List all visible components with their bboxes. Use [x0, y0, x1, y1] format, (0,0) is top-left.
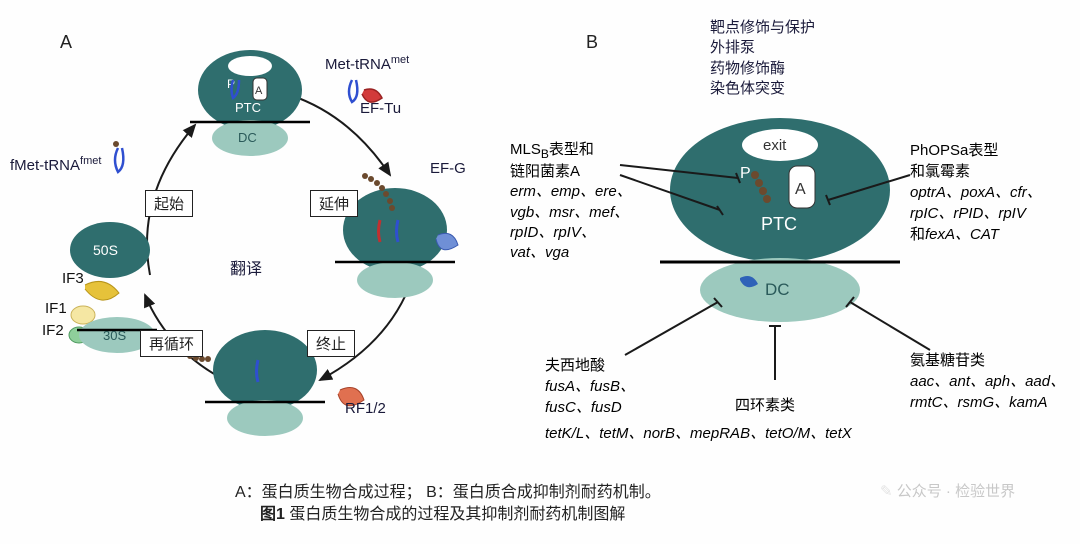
ef-tu-label: EF-Tu [360, 100, 401, 117]
phopsa-genes-3: 和fexA、CAT [910, 224, 1042, 245]
mls-title: MLSB表型和 [510, 140, 632, 162]
svg-text:50S: 50S [93, 242, 118, 258]
svg-text:DC: DC [238, 130, 257, 145]
mls-genes-2: vgb、msr、mef、 [510, 203, 632, 223]
amino-block: 氨基糖苷类 aac、ant、aph、aad、 rmtC、rsmG、kamA [910, 350, 1065, 413]
if1-label: IF1 [45, 300, 67, 317]
svg-text:PTC: PTC [235, 100, 261, 115]
svg-text:exit: exit [763, 137, 787, 154]
svg-text:30S: 30S [103, 328, 126, 343]
watermark: ✎ 公众号 · 检验世界 [880, 480, 1015, 501]
fusidic-title: 夫西地酸 [545, 355, 635, 376]
mls-genes-1: erm、emp、ere、 [510, 182, 632, 202]
stage-elong-box: 延伸 [310, 190, 358, 217]
phopsa-genes-2: rpIC、rPID、rpIV [910, 203, 1042, 224]
mls-title2: 链阳菌素A [510, 162, 632, 182]
mech-1: 靶点修饰与保护 [710, 18, 815, 38]
stage-init-box: 起始 [145, 190, 193, 217]
svg-text:A: A [255, 85, 263, 97]
amino-genes-1: aac、ant、aph、aad、 [910, 371, 1065, 392]
caption-fig: 图1 蛋白质生物合成的过程及其抑制剂耐药机制图解 [260, 500, 625, 524]
caption-line-a: A：蛋白质生物合成过程； B：蛋白质合成抑制剂耐药机制。 [235, 478, 661, 502]
fusidic-block: 夫西地酸 fusA、fusB、 fusC、fusD [545, 355, 635, 418]
amino-genes-2: rmtC、rsmG、kamA [910, 392, 1065, 413]
rf-label: RF1/2 [345, 400, 386, 417]
svg-text:A: A [795, 181, 806, 198]
svg-text:exit: exit [235, 63, 252, 75]
met-trna-label: Met-tRNAmet [325, 54, 409, 73]
amino-title: 氨基糖苷类 [910, 350, 1065, 371]
ef-g-label: EF-G [430, 160, 466, 177]
mls-block: MLSB表型和 链阳菌素A erm、emp、ere、 vgb、msr、mef、 … [510, 140, 632, 263]
mls-genes-4: vat、vga [510, 243, 632, 263]
panel-b-letter: B [586, 32, 598, 53]
stage-term-box: 终止 [307, 330, 355, 357]
svg-text:DC: DC [765, 280, 790, 299]
mls-genes-3: rpID、rpIV、 [510, 223, 632, 243]
fmet-trna-label: fMet-tRNAfmet [10, 155, 101, 174]
svg-text:P: P [740, 165, 751, 182]
tet-title: 四环素类 [735, 395, 795, 416]
fig-title: 蛋白质生物合成的过程及其抑制剂耐药机制图解 [285, 506, 625, 523]
panel-a-svg: exit P A PTC DC 50S [20, 20, 480, 440]
phopsa-block: PhOPSa表型 和氯霉素 optrA、poxA、cfr、 rpIC、rPID、… [910, 140, 1042, 245]
fig-num: 图1 [260, 506, 285, 523]
fusidic-genes-1: fusA、fusB、 [545, 376, 635, 397]
tet-genes: tetK/L、tetM、norB、mepRAB、tetO/M、tetX [545, 422, 852, 443]
phopsa-title1: PhOPSa表型 [910, 140, 1042, 161]
fusidic-genes-2: fusC、fusD [545, 397, 635, 418]
center-translation-label: 翻译 [230, 255, 262, 279]
mech-3: 药物修饰酶 [710, 59, 815, 79]
phopsa-title2: 和氯霉素 [910, 161, 1042, 182]
stage-recyc-box: 再循环 [140, 330, 203, 357]
tet-block: 四环素类 [735, 395, 795, 416]
phopsa-genes-1: optrA、poxA、cfr、 [910, 182, 1042, 203]
if2-label: IF2 [42, 322, 64, 339]
if3-label: IF3 [62, 270, 84, 287]
svg-text:PTC: PTC [761, 214, 797, 234]
mech-2: 外排泵 [710, 38, 815, 58]
